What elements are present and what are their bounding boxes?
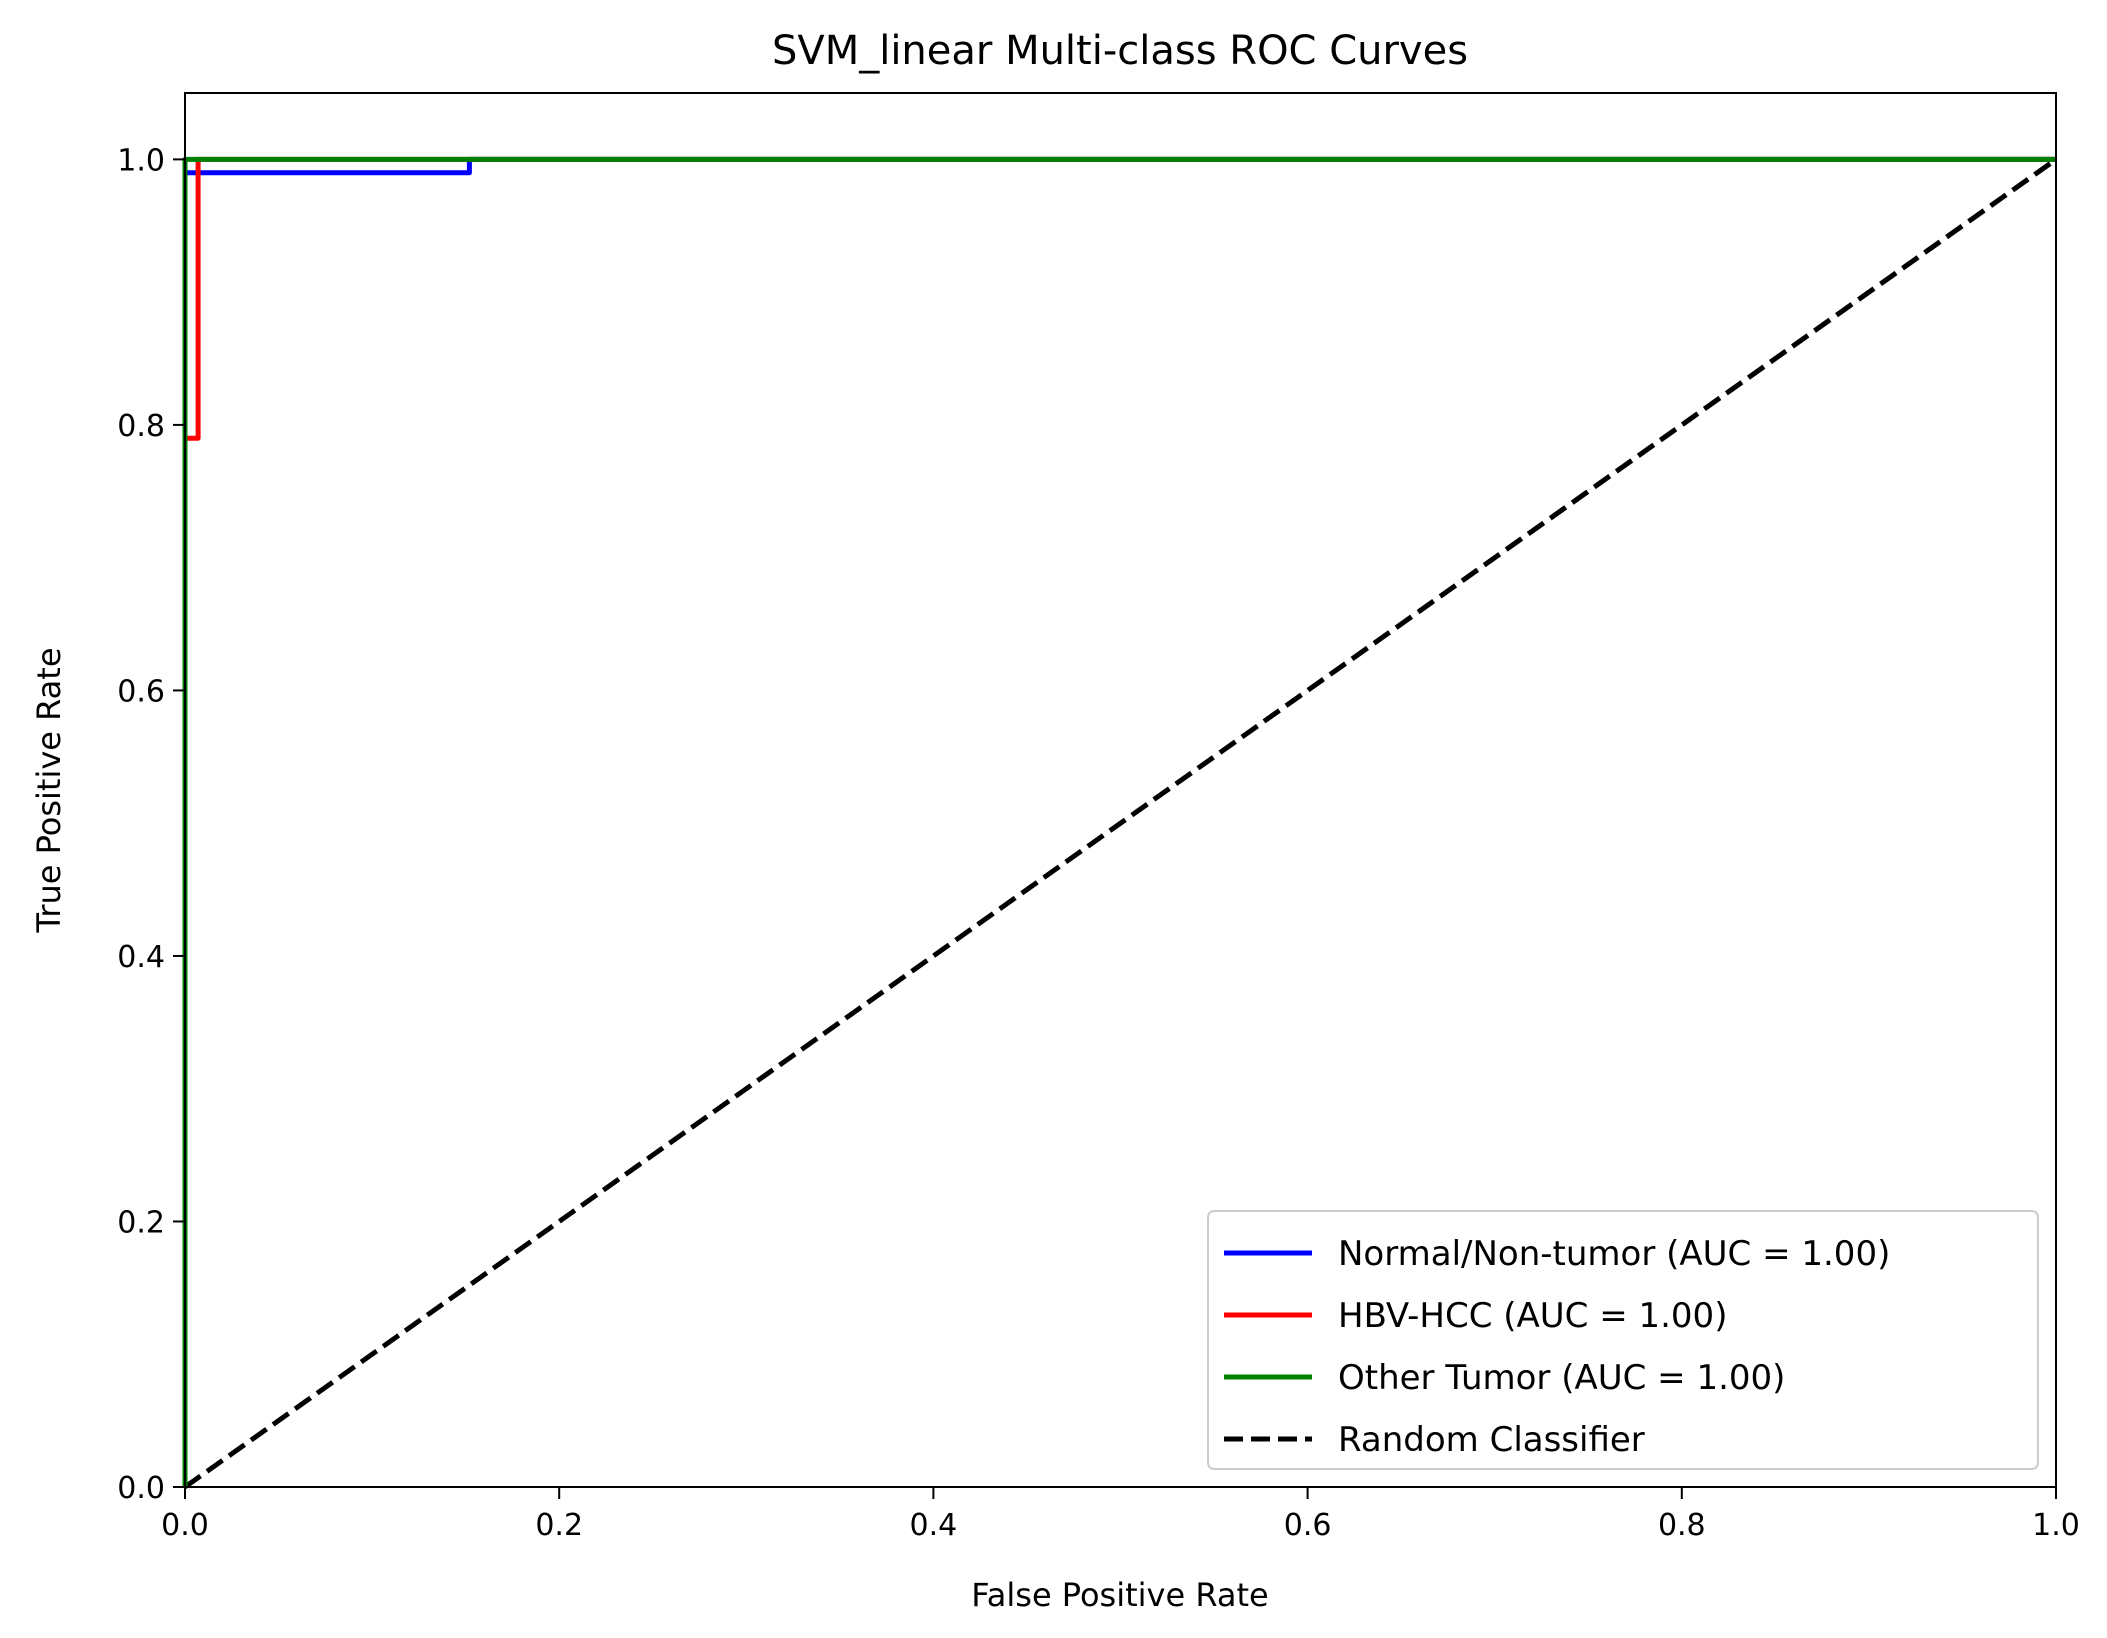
legend-label-normal-non-tumor-auc-1-00: Normal/Non-tumor (AUC = 1.00) bbox=[1338, 1234, 1890, 1274]
y-tick-label: 0.4 bbox=[117, 940, 165, 975]
x-tick-label: 1.0 bbox=[2032, 1508, 2080, 1543]
y-tick-label: 0.8 bbox=[117, 409, 165, 444]
y-tick-label: 0.2 bbox=[117, 1205, 165, 1240]
x-tick-label: 0.6 bbox=[1284, 1508, 1332, 1543]
y-tick-label: 0.0 bbox=[117, 1471, 165, 1506]
legend-box bbox=[1207, 1210, 2039, 1470]
plot-area-frame bbox=[184, 92, 2057, 1488]
y-tick-label: 1.0 bbox=[117, 143, 165, 178]
y-axis: 0.0 0.2 0.4 0.6 0.8 1.0 bbox=[117, 143, 185, 1506]
x-tick-label: 0.8 bbox=[1658, 1508, 1706, 1543]
y-axis-title: True Positive Rate bbox=[30, 647, 68, 933]
x-tick-label: 0.0 bbox=[161, 1508, 209, 1543]
chart-title: SVM_linear Multi-class ROC Curves bbox=[772, 28, 1468, 74]
x-tick-label: 0.2 bbox=[535, 1508, 583, 1543]
legend-label-random-classifier: Random Classifier bbox=[1338, 1420, 1645, 1460]
legend-label-hbv-hcc-auc-1-00: HBV-HCC (AUC = 1.00) bbox=[1338, 1296, 1727, 1336]
x-axis-title: False Positive Rate bbox=[971, 1576, 1268, 1614]
x-tick-label: 0.4 bbox=[910, 1508, 958, 1543]
legend: Normal/Non-tumor (AUC = 1.00) HBV-HCC (AU… bbox=[1207, 1210, 2039, 1470]
x-axis: 0.0 0.2 0.4 0.6 0.8 1.0 bbox=[161, 1487, 2080, 1543]
series-line-random-classifier bbox=[183, 157, 2058, 1490]
y-tick-label: 0.6 bbox=[117, 674, 165, 709]
legend-label-other-tumor-auc-1-00: Other Tumor (AUC = 1.00) bbox=[1338, 1358, 1785, 1398]
